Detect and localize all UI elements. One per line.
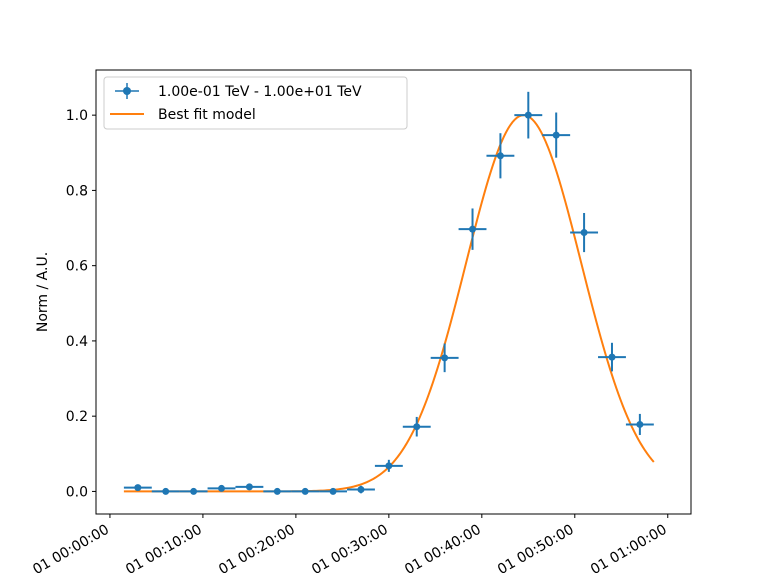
y-tick-label: 0.8 (66, 183, 88, 199)
data-marker (385, 462, 393, 470)
x-tick-label: 01 00:00:00 (30, 522, 112, 576)
data-point (486, 133, 515, 179)
data-point (319, 487, 348, 495)
data-point (263, 487, 292, 495)
data-marker (413, 423, 421, 431)
legend-label-model: Best fit model (158, 107, 256, 123)
legend-label-data: 1.00e-01 TeV - 1.00e+01 TeV (158, 84, 362, 100)
data-point (151, 487, 180, 495)
data-marker (552, 131, 560, 139)
legend: 1.00e-01 TeV - 1.00e+01 TeV Best fit mod… (103, 76, 408, 130)
data-marker (134, 484, 142, 492)
data-point (347, 485, 375, 494)
data-marker (162, 487, 170, 495)
y-tick-label: 0.6 (66, 259, 88, 275)
x-tick-label: 01 00:50:00 (495, 522, 577, 576)
data-point (402, 416, 431, 437)
data-point (458, 208, 487, 250)
x-tick-label: 01 00:30:00 (309, 522, 391, 576)
x-tick-label: 01 00:40:00 (402, 522, 484, 576)
y-tick-label: 0.0 (66, 484, 88, 500)
data-marker (245, 483, 253, 491)
data-point (598, 342, 626, 372)
data-marker (218, 484, 226, 492)
data-point (625, 413, 654, 435)
x-tick-label: 01 00:20:00 (216, 522, 298, 576)
data-marker (441, 354, 449, 362)
y-axis-label: Norm / A.U. (35, 252, 51, 332)
data-point (430, 343, 459, 373)
data-point (123, 484, 152, 492)
data-point (235, 483, 264, 491)
data-marker (273, 487, 281, 495)
data-point (179, 487, 208, 495)
data-marker (301, 487, 309, 495)
data-marker (190, 487, 198, 495)
x-tick-label: 01 00:10:00 (123, 522, 205, 576)
best-fit-curve (123, 114, 655, 493)
data-point (542, 112, 571, 158)
x-tick-label: 01 01:00:00 (588, 522, 670, 576)
data-marker (524, 111, 532, 119)
data-point (207, 484, 236, 492)
legend-marker-point (123, 87, 131, 95)
y-tick-label: 0.2 (66, 409, 88, 425)
data-marker (580, 229, 588, 237)
ticks-layer: 0.0 0.2 0.4 0.6 0.8 1.0 01 00:00:00 01 00:10:00… (30, 108, 670, 576)
data-point (514, 91, 543, 139)
data-marker (636, 420, 644, 428)
legend-box (103, 76, 408, 130)
data-marker (496, 152, 504, 160)
data-marker (608, 353, 616, 361)
data-point (291, 487, 320, 495)
series-layer (123, 91, 655, 495)
data-marker (469, 225, 477, 233)
data-marker (329, 487, 337, 495)
data-marker (357, 486, 365, 494)
data-point (570, 212, 599, 253)
plot-frame (95, 69, 692, 515)
y-tick-label: 0.4 (66, 334, 88, 350)
data-point (374, 459, 403, 472)
y-tick-label: 1.0 (66, 108, 88, 124)
